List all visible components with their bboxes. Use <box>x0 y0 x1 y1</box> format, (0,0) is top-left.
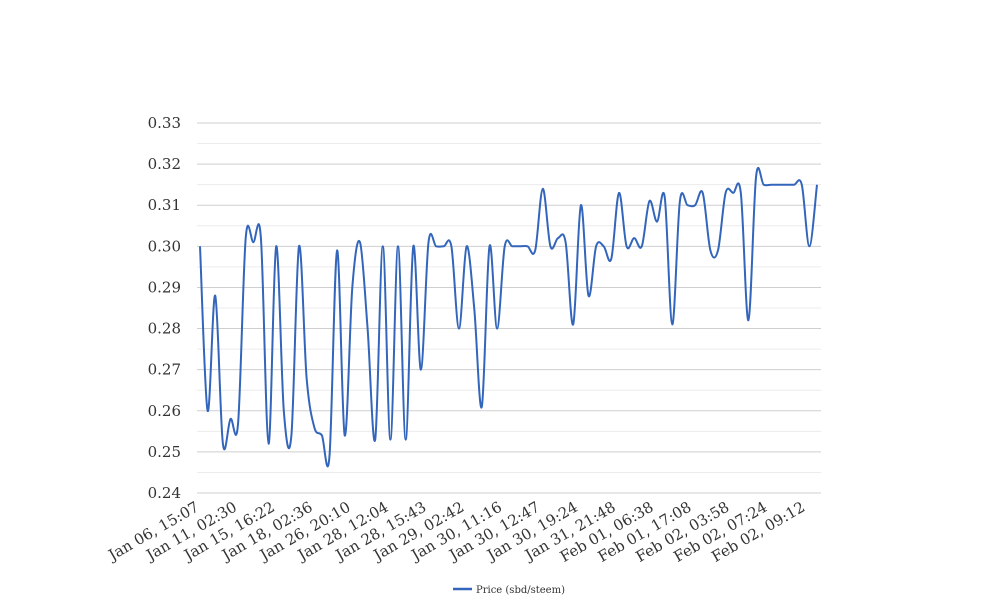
y-axis-tick-labels: 0.24 0.25 0.26 0.27 0.28 0.29 0.30 0.31 0.32 0.33 <box>148 114 181 502</box>
y-tick-label: 0.24 <box>148 484 181 502</box>
y-tick-label: 0.26 <box>148 402 181 420</box>
y-tick-label: 0.33 <box>148 114 181 132</box>
series-layer <box>199 166 818 468</box>
y-tick-label: 0.31 <box>148 196 181 214</box>
y-tick-label: 0.32 <box>148 155 181 173</box>
y-tick-label: 0.30 <box>148 237 181 255</box>
legend: Price (sbd/steem) <box>453 585 565 596</box>
y-tick-label: 0.25 <box>148 443 181 461</box>
y-tick-label: 0.28 <box>148 320 181 338</box>
legend-label: Price (sbd/steem) <box>476 585 565 596</box>
y-tick-label: 0.29 <box>148 278 181 296</box>
series-line <box>199 166 818 468</box>
y-tick-label: 0.27 <box>148 361 181 379</box>
